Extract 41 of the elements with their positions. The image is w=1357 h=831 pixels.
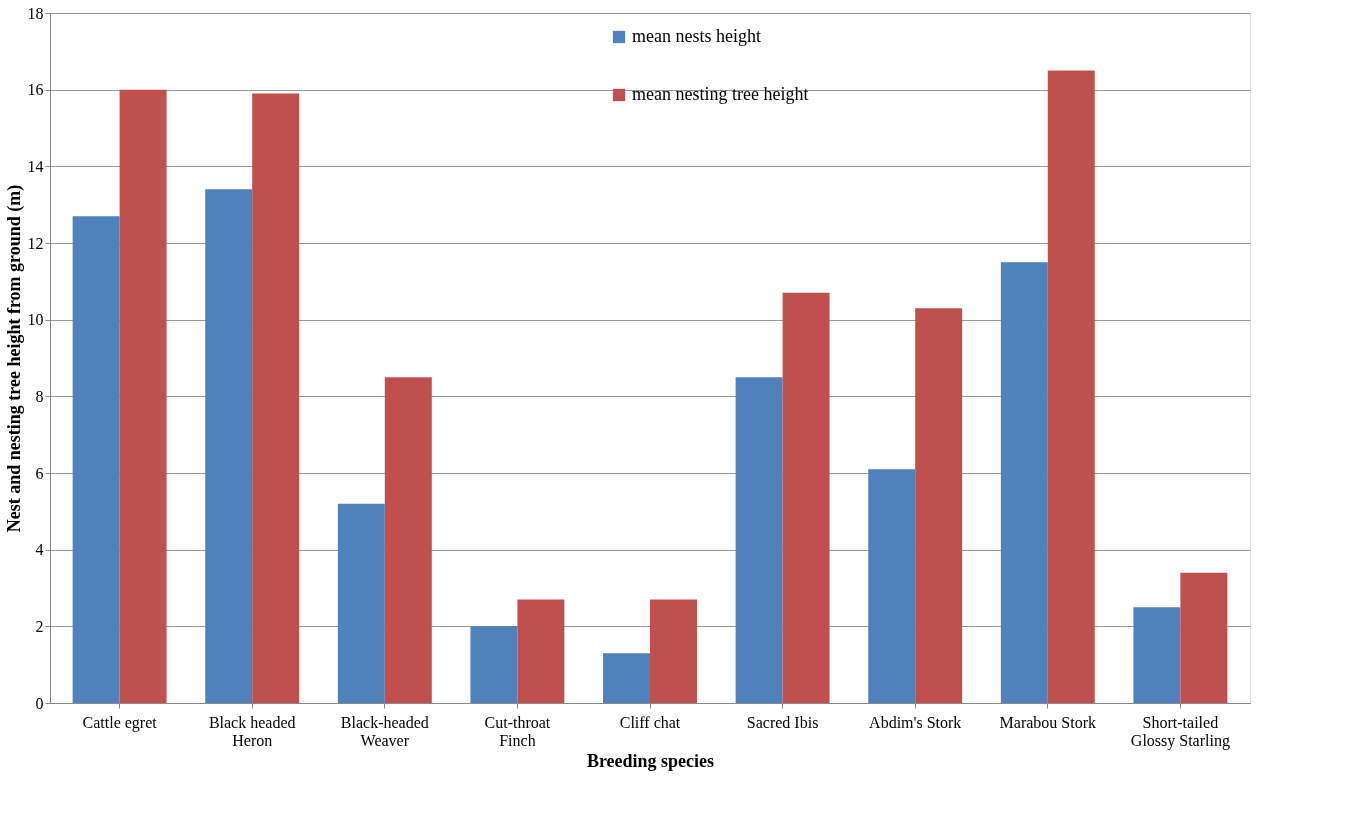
y-tick-label: 0 bbox=[35, 694, 44, 712]
y-tick-label: 12 bbox=[27, 234, 44, 252]
bar bbox=[119, 89, 167, 703]
x-tick-label: Black-headed Weaver bbox=[340, 713, 429, 749]
y-tick-label: 14 bbox=[27, 157, 44, 175]
x-tick-label: Cliff chat bbox=[619, 713, 681, 731]
bar bbox=[1000, 262, 1048, 703]
bar bbox=[650, 599, 697, 703]
bar bbox=[782, 292, 830, 703]
legend-label: mean nests height bbox=[632, 26, 761, 46]
x-tick-label: Short-tailed Glossy Starling bbox=[1130, 713, 1230, 750]
bar bbox=[603, 653, 650, 703]
bar bbox=[205, 189, 253, 703]
y-tick-label: 18 bbox=[27, 4, 44, 22]
bar bbox=[517, 599, 565, 703]
bar bbox=[337, 503, 385, 703]
y-tick-label: 6 bbox=[35, 464, 44, 482]
bar bbox=[470, 626, 518, 703]
x-tick-label: Sacred Ibis bbox=[746, 713, 819, 731]
y-tick-label: 8 bbox=[35, 387, 44, 405]
x-tick-label: Cattle egret bbox=[82, 713, 158, 732]
y-tick-label: 10 bbox=[27, 311, 44, 329]
bar bbox=[1133, 607, 1181, 703]
x-axis-title: Breeding species bbox=[586, 750, 715, 771]
x-tick-label: Cut-throat Finch bbox=[484, 713, 551, 749]
x-tick-label: Black headed Heron bbox=[208, 713, 296, 749]
legend-label: mean nesting tree height bbox=[632, 84, 809, 104]
bar bbox=[868, 469, 916, 703]
bar bbox=[915, 308, 963, 703]
bar bbox=[735, 377, 783, 703]
y-tick-label: 16 bbox=[27, 81, 44, 99]
x-tick-label: Abdim's Stork bbox=[869, 713, 962, 731]
bar bbox=[1180, 572, 1228, 703]
bar bbox=[384, 377, 432, 703]
x-tick-label: Marabou Stork bbox=[999, 713, 1097, 731]
bar bbox=[1047, 70, 1095, 703]
y-axis-title: Nest and nesting tree height from ground (m) bbox=[3, 184, 25, 533]
y-tick-label: 2 bbox=[35, 617, 44, 635]
bar bbox=[72, 216, 120, 703]
bar bbox=[252, 93, 300, 703]
y-tick-label: 4 bbox=[35, 541, 44, 559]
